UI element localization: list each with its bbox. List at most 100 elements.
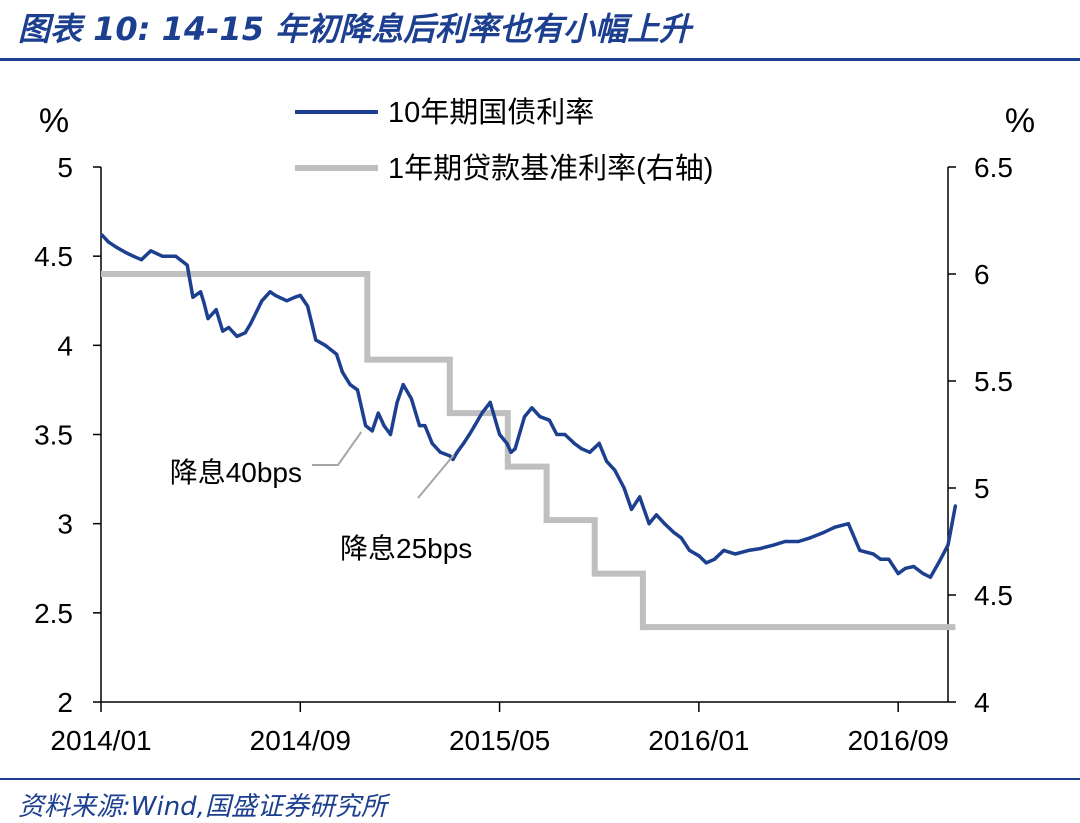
data-point — [467, 432, 471, 437]
data-point — [871, 552, 875, 556]
series-line-bond-yield — [100, 233, 958, 579]
data-point — [106, 240, 110, 244]
data-point — [395, 400, 399, 404]
data-point — [430, 441, 434, 445]
data-point — [937, 561, 941, 565]
series-line-loan-rate — [101, 271, 956, 631]
data-point — [622, 486, 626, 490]
data-point — [808, 536, 812, 540]
data-point — [654, 513, 659, 517]
y-tick-label-right: 6 — [974, 259, 990, 290]
annotation-leader-25bps — [417, 454, 455, 499]
data-point — [921, 572, 925, 576]
data-point — [451, 457, 455, 462]
data-point — [783, 539, 787, 544]
data-point — [672, 531, 676, 535]
data-point — [480, 411, 484, 415]
y-tick-label-left: 3 — [57, 509, 73, 540]
data-point — [355, 388, 360, 392]
data-point — [879, 557, 883, 561]
data-point — [185, 263, 189, 267]
data-point — [629, 507, 634, 511]
data-point — [473, 424, 477, 428]
data-point — [100, 233, 104, 237]
data-point — [588, 450, 592, 454]
data-point — [131, 254, 135, 258]
data-point — [580, 447, 584, 451]
data-point — [191, 295, 195, 299]
data-point — [114, 245, 119, 249]
figure-title: 图表 10: 14-15 年初降息后利率也有小幅上升 — [18, 10, 692, 48]
y-tick-label-left: 2 — [57, 687, 73, 718]
data-point — [160, 254, 164, 258]
data-point — [248, 322, 253, 326]
data-point — [679, 536, 683, 540]
data-point — [206, 317, 210, 321]
y-tick-label-left: 4.5 — [34, 241, 73, 272]
data-point — [663, 522, 667, 526]
data-point — [235, 334, 239, 338]
data-point — [149, 249, 153, 253]
chart-legend: 10年期国债利率 1年期贷款基准利率(右轴) — [295, 96, 713, 185]
y-tick-label-left: 4 — [57, 330, 73, 361]
series-loan-rate — [101, 271, 956, 631]
data-point — [647, 522, 651, 526]
data-point — [697, 554, 701, 558]
data-point — [227, 325, 231, 330]
data-point — [498, 432, 502, 437]
data-point — [382, 424, 386, 428]
data-point — [509, 450, 513, 454]
y-tick-label-right: 5 — [974, 473, 990, 504]
y-tick-label-left: 3.5 — [34, 420, 73, 451]
data-point — [323, 343, 327, 347]
data-point — [448, 454, 452, 458]
data-point — [547, 418, 552, 422]
data-point — [335, 352, 339, 356]
x-tick-label: 2015/05 — [449, 725, 550, 756]
data-point — [953, 504, 958, 508]
y-tick-label-right: 4 — [974, 687, 990, 718]
data-point — [243, 331, 247, 335]
data-point — [505, 441, 509, 445]
chart-axes: 5 4.5 4 3.5 3 2.5 2 6.5 6 5.5 5 4.5 4% % 2014/01 2014/0… — [34, 102, 1035, 756]
data-point — [747, 548, 751, 553]
data-point — [285, 299, 289, 303]
data-point — [887, 557, 891, 561]
data-point — [928, 575, 933, 579]
data-point — [273, 293, 277, 297]
data-point — [530, 406, 534, 410]
annotations: 降息40bps 降息25bps — [170, 431, 472, 564]
annotation-leader-40bps — [312, 431, 363, 466]
x-tick-label: 2016/09 — [848, 725, 949, 756]
data-point — [370, 429, 374, 433]
data-point — [796, 539, 801, 544]
data-point — [704, 561, 708, 565]
series-bond-yield — [100, 233, 958, 579]
y-tick-label-right: 5.5 — [974, 366, 1013, 397]
data-point — [555, 432, 559, 437]
x-tick-label: 2016/01 — [648, 725, 749, 756]
data-point — [733, 552, 737, 556]
data-point — [438, 450, 442, 454]
data-point — [401, 383, 405, 387]
data-point — [462, 441, 466, 445]
data-point — [298, 293, 302, 297]
data-point — [139, 258, 143, 262]
data-point — [638, 495, 642, 499]
data-point — [348, 383, 352, 387]
data-point — [538, 415, 542, 419]
data-point — [563, 432, 567, 437]
y-unit-left: % — [39, 102, 69, 140]
annotation-label-25bps: 降息25bps — [340, 533, 472, 564]
title-rule — [0, 58, 1080, 61]
data-point — [221, 329, 225, 333]
data-point — [199, 290, 203, 294]
data-point — [124, 251, 128, 255]
y-tick-label-left: 2.5 — [34, 598, 73, 629]
data-point — [513, 447, 517, 451]
annotation-label-40bps: 降息40bps — [170, 457, 302, 488]
data-point — [455, 450, 459, 454]
data-point — [896, 572, 900, 576]
data-point — [423, 424, 427, 428]
